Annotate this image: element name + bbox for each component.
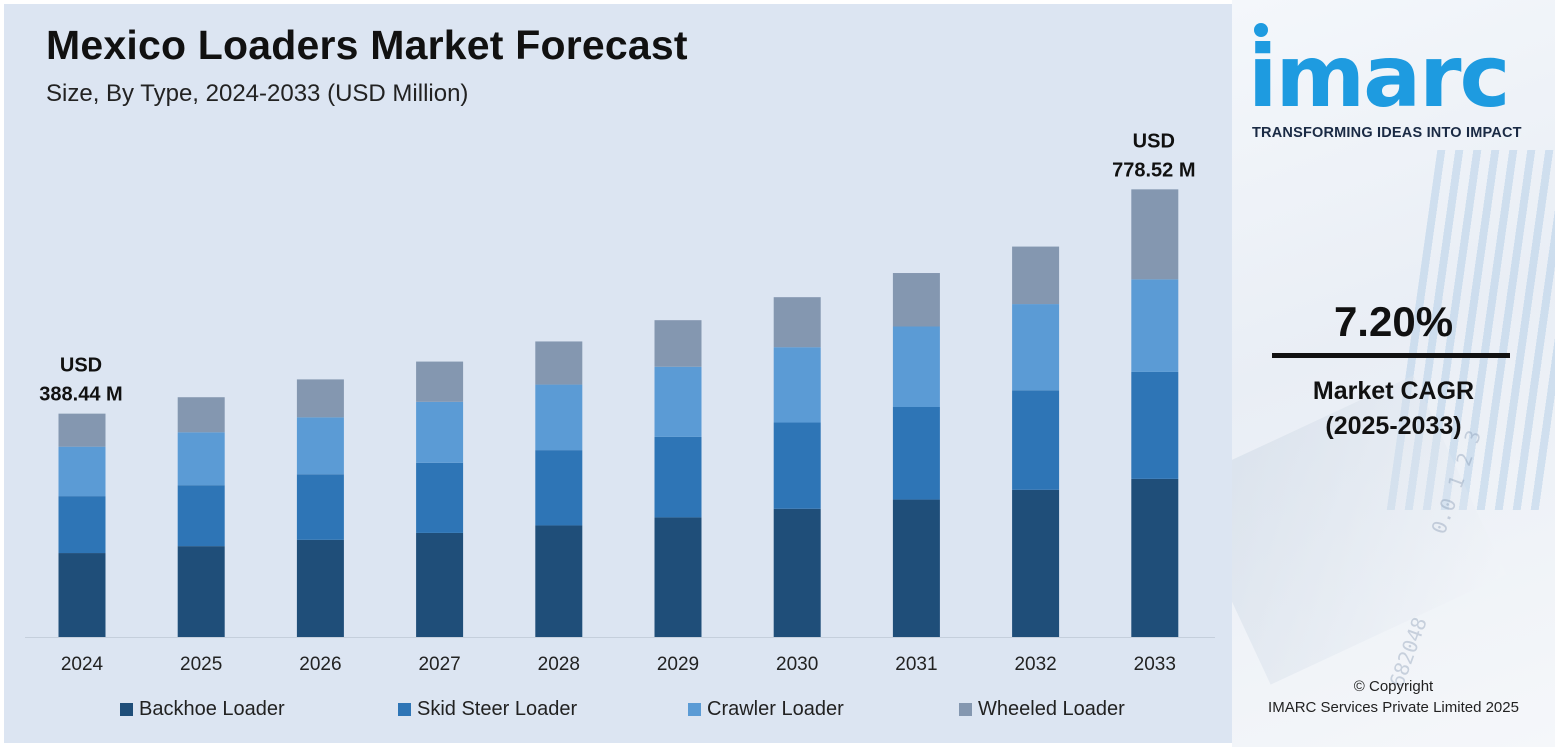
bar-segment: [1012, 304, 1060, 391]
bar-segment: [416, 361, 464, 402]
bar-segment: [1012, 489, 1060, 637]
bar-segment: [296, 417, 344, 475]
x-tick-label: 2025: [180, 654, 222, 675]
bar-segment: [296, 474, 344, 540]
logo-dot-icon: [1254, 23, 1268, 37]
copyright-line2: IMARC Services Private Limited 2025: [1268, 699, 1519, 716]
bar-segment: [177, 397, 225, 433]
bar-segment: [535, 525, 583, 637]
bar-segment: [654, 517, 702, 637]
x-tick-label: 2030: [776, 654, 818, 675]
stacked-bar-chart: 2024 2025 2026 2027 2028 2029 2030 2031 2032 2033…: [25, 130, 1215, 675]
cagr-label-line2: (2025-2033): [1325, 412, 1462, 440]
data-label-currency: USD: [60, 355, 102, 377]
logo-tagline: TRANSFORMING IDEAS INTO IMPACT: [1252, 125, 1522, 141]
imarc-logo: imarc TRANSFORMING IDEAS INTO IMPACT: [1244, 18, 1544, 148]
bar-segment: [416, 462, 464, 533]
bar-segment: [773, 422, 821, 509]
legend-item-skid-steer: Skid Steer Loader: [398, 698, 577, 721]
cagr-label-line1: Market CAGR: [1312, 377, 1475, 405]
bar-segment: [535, 384, 583, 451]
legend-label: Crawler Loader: [707, 698, 844, 720]
bar-segment: [1012, 390, 1060, 490]
bar-segment: [654, 320, 702, 367]
x-tick-label: 2031: [895, 654, 937, 675]
bar-segment: [58, 496, 106, 554]
bar-segment: [654, 436, 702, 518]
x-tick-label: 2028: [538, 654, 580, 675]
bar-segment: [416, 401, 464, 463]
bar-segment: [773, 347, 821, 423]
legend-swatch: [688, 703, 701, 716]
bar-segment: [892, 499, 940, 637]
bar-segment: [177, 432, 225, 486]
bar-segment: [773, 508, 821, 637]
data-label-currency: USD: [1133, 130, 1175, 152]
x-tick-label: 2026: [299, 654, 341, 675]
legend-swatch: [959, 703, 972, 716]
bar-segment: [177, 485, 225, 547]
legend-label: Wheeled Loader: [978, 698, 1125, 720]
bar-segment: [296, 539, 344, 637]
bar-segment: [58, 446, 106, 497]
x-tick-label: 2024: [61, 654, 104, 675]
legend-item-crawler: Crawler Loader: [688, 698, 844, 721]
data-label-value: 388.44 M: [39, 384, 122, 406]
bar-segment: [58, 413, 106, 447]
bar-segment: [654, 366, 702, 437]
bar-segment: [1012, 246, 1060, 305]
cagr-label: Market CAGR (2025-2033): [1232, 374, 1555, 444]
cagr-value: 7.20%: [1333, 298, 1454, 345]
bar-segment: [1131, 189, 1179, 280]
cagr-divider: [1272, 353, 1510, 358]
bar-segment: [1131, 279, 1179, 372]
x-tick-label: 2033: [1134, 654, 1176, 675]
chart-legend: Backhoe Loader Skid Steer Loader Crawler…: [0, 698, 1230, 722]
copyright: © Copyright IMARC Services Private Limit…: [1232, 676, 1555, 718]
legend-item-wheeled: Wheeled Loader: [959, 698, 1125, 721]
bar-segment: [892, 407, 940, 500]
bar-segment: [416, 532, 464, 637]
bar-segment: [773, 297, 821, 348]
bar-segment: [296, 379, 344, 418]
bar-segment: [535, 341, 583, 385]
chart-title: Mexico Loaders Market Forecast: [46, 22, 688, 68]
bar-segment: [892, 326, 940, 407]
legend-swatch: [120, 703, 133, 716]
bar-segment: [535, 450, 583, 526]
chart-subtitle: Size, By Type, 2024-2033 (USD Million): [46, 80, 469, 107]
data-label-value: 778.52 M: [1112, 159, 1195, 181]
bar-segment: [177, 546, 225, 637]
bar-segment: [892, 273, 940, 327]
legend-swatch: [398, 703, 411, 716]
side-panel: 0.0 1 2 3 682048 imarc TRANSFORMING IDEA…: [1232, 0, 1555, 747]
legend-label: Skid Steer Loader: [417, 698, 578, 720]
x-tick-label: 2029: [657, 654, 699, 675]
bar-segment: [58, 553, 106, 637]
legend-item-backhoe: Backhoe Loader: [120, 698, 285, 721]
copyright-line1: © Copyright: [1353, 678, 1434, 695]
legend-label: Backhoe Loader: [139, 698, 285, 720]
x-tick-label: 2027: [418, 654, 460, 675]
x-tick-label: 2032: [1014, 654, 1056, 675]
bar-segment: [1131, 371, 1179, 479]
bar-segment: [1131, 478, 1179, 637]
logo-wordmark: imarc: [1248, 27, 1511, 127]
